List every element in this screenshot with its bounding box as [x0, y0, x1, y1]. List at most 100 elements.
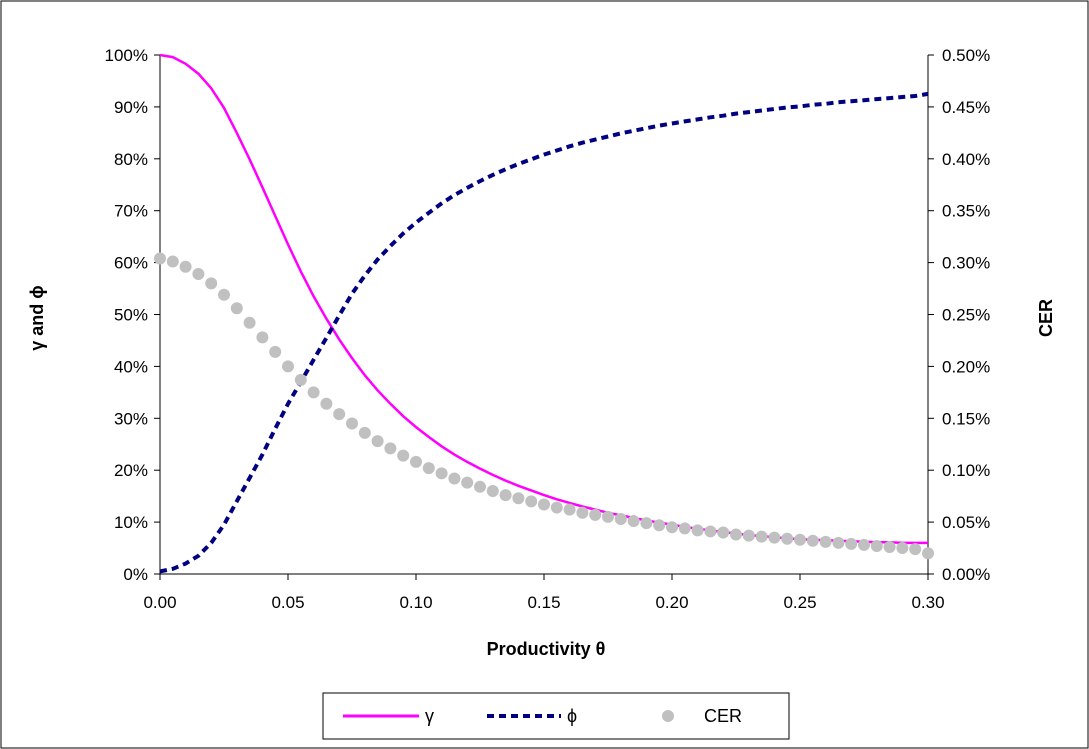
series-cer-point	[192, 268, 205, 281]
series-group	[154, 53, 934, 574]
legend: γ ϕ CER	[322, 692, 790, 740]
y-left-tick-label: 60%	[114, 254, 148, 273]
series-cer-point	[602, 510, 614, 523]
legend-label-cer: CER	[704, 706, 742, 726]
series-cer-point	[653, 519, 666, 532]
legend-label-gamma: γ	[425, 706, 434, 726]
series-cer-point	[896, 542, 909, 555]
legend-label-phi: ϕ	[567, 706, 577, 726]
series-cer-point	[218, 288, 230, 301]
series-cer-point	[717, 526, 730, 539]
y-left-tick-label: 10%	[114, 513, 148, 532]
series-cer-point	[230, 302, 243, 315]
series-cer-point	[589, 508, 602, 521]
y-left-axis-title: γ and ϕ	[27, 285, 47, 351]
y-right-tick-label: 0.20%	[942, 357, 990, 376]
series-cer-point	[294, 373, 307, 386]
series-cer-point	[435, 467, 448, 480]
y-left-tick-label: 50%	[114, 306, 148, 325]
y-right-tick-label: 0.45%	[942, 98, 990, 117]
series-phi-line	[159, 91, 929, 574]
series-cer-point	[371, 435, 384, 448]
series-cer-point	[858, 538, 870, 551]
series-cer-point	[525, 495, 538, 508]
y-right-tick-label: 0.15%	[942, 409, 990, 428]
series-cer-point	[819, 535, 832, 548]
series-cer-point	[742, 529, 755, 542]
y-right-axis-title: CER	[1036, 299, 1056, 337]
series-cer-point	[384, 442, 397, 455]
series-cer-point	[922, 547, 934, 560]
series-cer-point	[563, 503, 576, 516]
series-cer-point	[166, 255, 179, 268]
series-cer-point	[666, 521, 678, 534]
x-tick-label: 0.25	[783, 593, 816, 612]
y-right-tick-label: 0.40%	[942, 150, 990, 169]
series-cer-point	[448, 472, 461, 485]
y-right-tick-label: 0.50%	[942, 46, 990, 65]
x-tick-label: 0.15	[527, 593, 560, 612]
series-cer-point	[269, 345, 282, 358]
legend-swatch-cer	[662, 710, 674, 722]
series-cer-point	[154, 252, 166, 265]
x-tick-label: 0.00	[143, 593, 176, 612]
x-tick-label: 0.10	[399, 593, 432, 612]
series-cer-point	[550, 501, 563, 514]
series-cer-point	[909, 543, 922, 556]
series-cer-point	[422, 462, 435, 475]
series-cer-point	[320, 397, 333, 410]
series-cer-point	[205, 277, 218, 290]
series-cer-point	[307, 386, 320, 399]
y-left-tick-label: 0%	[123, 565, 148, 584]
series-cer-point	[256, 331, 269, 344]
y-right-tick-label: 0.05%	[942, 513, 990, 532]
y-right-tick-label: 0.25%	[942, 306, 990, 325]
series-cer-point	[397, 449, 410, 462]
y-left-tick-label: 80%	[114, 150, 148, 169]
series-cer-point	[870, 539, 883, 552]
series-cer-point	[474, 480, 486, 493]
y-right-tick-label: 0.30%	[942, 254, 990, 273]
y-left-tick-label: 30%	[114, 409, 148, 428]
series-cer-point	[576, 506, 589, 519]
series-cer-point	[627, 515, 640, 528]
series-cer-point	[704, 525, 717, 538]
series-cer-point	[614, 512, 627, 525]
series-cer-point	[678, 522, 691, 535]
series-cer-point	[794, 533, 806, 546]
series-cer-point	[755, 530, 768, 543]
y-right-tick-label: 0.35%	[942, 202, 990, 221]
series-cer-point	[730, 528, 742, 541]
series-cer-point	[358, 426, 371, 439]
series-cer-point	[512, 492, 525, 505]
series-cer-point	[640, 517, 653, 530]
series-cer-point	[768, 531, 781, 544]
series-cer-point	[883, 541, 896, 554]
y-left-tick-label: 20%	[114, 461, 148, 480]
series-cer-point	[538, 498, 550, 511]
series-cer-point	[781, 532, 794, 545]
series-cer-point	[499, 489, 512, 502]
y-left-tick-label: 100%	[105, 46, 148, 65]
series-cer-point	[832, 536, 845, 549]
x-axis-title: Productivity θ	[487, 639, 606, 659]
y-right-tick-label: 0.00%	[942, 565, 990, 584]
x-tick-label: 0.20	[655, 593, 688, 612]
series-cer-point	[346, 417, 358, 430]
y-left-tick-label: 70%	[114, 202, 148, 221]
series-cer-point	[461, 476, 474, 489]
axes-group: 0% 10% 20% 30% 40% 50% 60% 70% 80% 90% 100% 0.00% 0.…	[105, 46, 991, 612]
x-tick-label: 0.30	[911, 593, 944, 612]
series-cer-point	[691, 524, 704, 537]
series-cer-point	[282, 360, 294, 373]
series-cer-point	[845, 537, 858, 550]
series-cer-point	[179, 260, 192, 273]
series-cer-point	[806, 534, 819, 547]
y-right-tick-label: 0.10%	[942, 461, 990, 480]
x-tick-label: 0.05	[271, 593, 304, 612]
series-cer-point	[486, 484, 499, 497]
series-cer-point	[410, 455, 422, 468]
